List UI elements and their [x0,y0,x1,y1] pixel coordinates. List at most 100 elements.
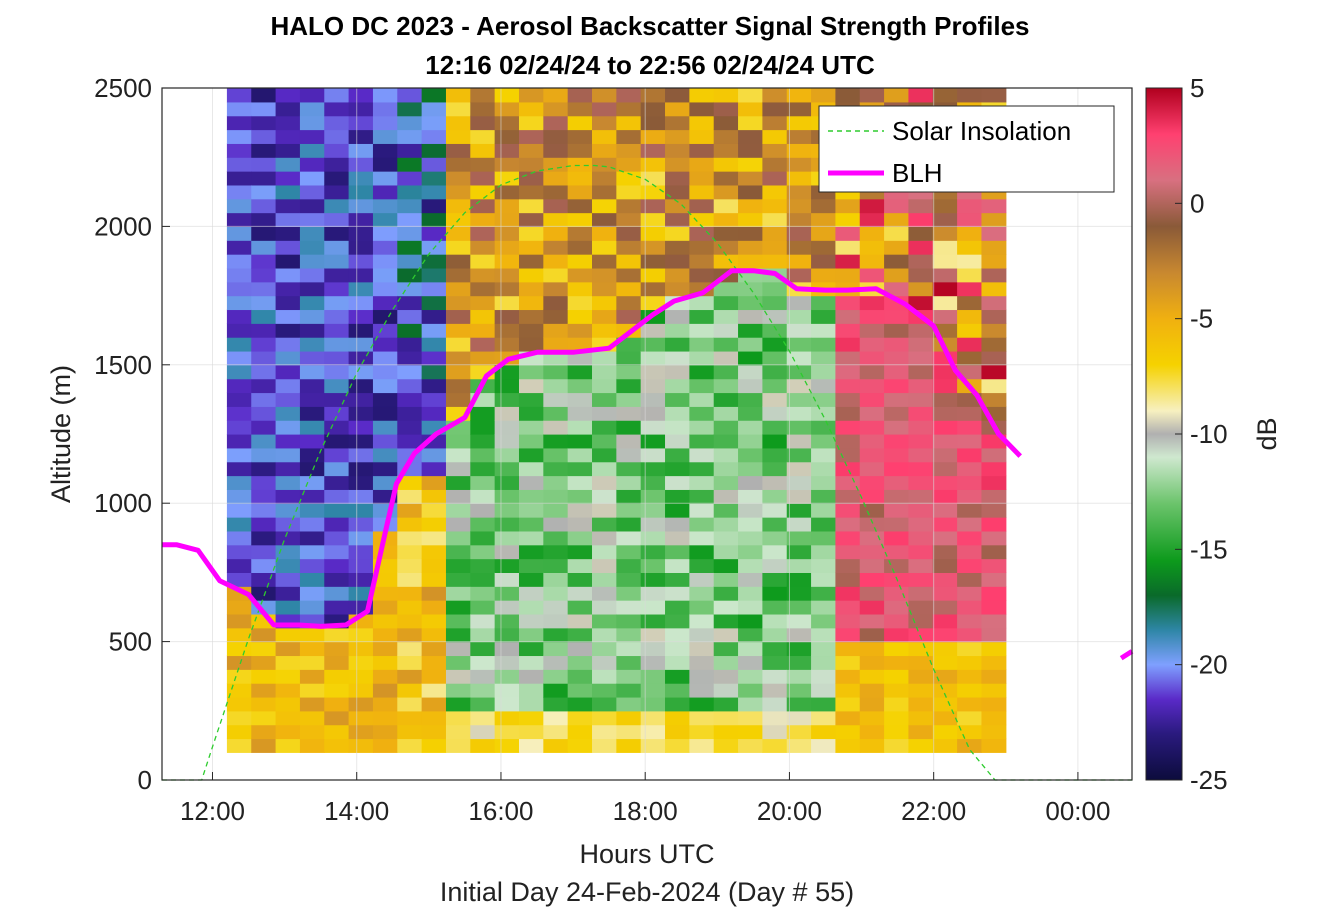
heatmap-cell [567,392,593,407]
heatmap-cell [811,683,837,698]
heatmap-cell [470,530,496,546]
heatmap-cell [981,641,1007,657]
heatmap-cell [786,710,812,726]
heatmap-cell [324,683,350,698]
heatmap-cell [348,655,374,670]
heatmap-cell [494,683,520,698]
heatmap-cell [299,627,325,643]
heatmap-cell [324,517,350,532]
heatmap-cell [786,378,812,394]
heatmap-cell [713,503,739,518]
heatmap-cell [616,309,642,324]
heatmap-cell [859,517,885,532]
heatmap-cell [786,226,812,241]
heatmap-cell [275,696,301,712]
heatmap-cell [470,115,496,131]
heatmap-cell [421,309,447,324]
heatmap-cell [592,710,617,726]
heatmap-cell [494,600,520,615]
heatmap-cell [884,240,910,255]
heatmap-cell [689,558,715,573]
heatmap-cell [543,406,569,421]
heatmap-cell [543,641,569,657]
heatmap-cell [421,475,447,490]
heatmap-cell [397,724,423,740]
heatmap-cell [543,378,569,394]
heatmap-cell [275,240,301,255]
heatmap-cell [786,420,812,435]
heatmap-cell [470,420,496,435]
heatmap-cell [665,212,690,227]
heatmap-cell [592,696,617,712]
heatmap-cell [811,530,837,546]
heatmap-cell [518,724,544,740]
heatmap-cell [884,434,910,449]
heatmap-cell [324,655,350,670]
heatmap-cell [811,337,837,352]
heatmap-cell [786,613,812,629]
heatmap-cell [518,212,544,227]
heatmap-cell [665,613,690,629]
heatmap-cell [592,572,617,587]
heatmap-cell [665,655,690,670]
heatmap-cell [518,226,544,241]
heatmap-cell [470,627,496,643]
heatmap-cell [592,378,617,394]
heatmap-cell [543,337,569,352]
heatmap-cell [762,627,788,643]
heatmap-cell [908,281,934,297]
heatmap-cell [372,710,398,726]
heatmap-cell [738,129,763,144]
heatmap-cell [592,323,617,338]
heatmap-cell [981,267,1007,283]
heatmap-cell [957,600,983,615]
heatmap-cell [299,281,325,297]
heatmap-cell [835,475,861,490]
heatmap-cell [494,378,520,394]
heatmap-cell [275,627,301,643]
heatmap-cell [299,254,325,269]
heatmap-cell [981,544,1007,560]
heatmap-cell [397,337,423,352]
heatmap-cell [981,323,1007,338]
heatmap-cell [445,88,471,103]
heatmap-cell [811,517,837,532]
heatmap-cell [543,655,569,670]
heatmap-cell [689,212,715,227]
heatmap-cell [445,475,471,490]
heatmap-cell [640,198,666,214]
heatmap-cell [299,669,325,684]
heatmap-cell [640,461,666,477]
heatmap-cell [908,267,934,283]
heatmap-cell [397,738,423,753]
heatmap-cell [324,627,350,643]
heatmap-cell [859,323,885,338]
heatmap-cell [981,503,1007,518]
heatmap-cell [348,240,374,255]
heatmap-cell [811,378,837,394]
heatmap-cell [518,461,544,477]
heatmap-cell [445,669,471,684]
heatmap-cell [859,710,885,726]
heatmap-cell [592,198,617,214]
heatmap-cell [738,517,763,532]
heatmap-cell [884,530,910,546]
heatmap-cell [445,724,471,740]
heatmap-cell [811,669,837,684]
heatmap-cell [299,295,325,311]
heatmap-cell [981,627,1007,643]
heatmap-cell [299,489,325,504]
heatmap-cell [738,115,763,131]
heatmap-cell [835,267,861,283]
heatmap-cell [226,696,252,712]
heatmap-cell [397,184,423,200]
heatmap-cell [762,696,788,712]
x-axis-label-secondary: Initial Day 24-Feb-2024 (Day # 55) [440,877,854,907]
heatmap-cell [372,323,398,338]
heatmap-cell [421,530,447,546]
heatmap-cell [713,115,739,131]
heatmap-cell [494,613,520,629]
heatmap-cell [786,101,812,117]
heatmap-cell [592,544,617,560]
heatmap-cell [665,669,690,684]
